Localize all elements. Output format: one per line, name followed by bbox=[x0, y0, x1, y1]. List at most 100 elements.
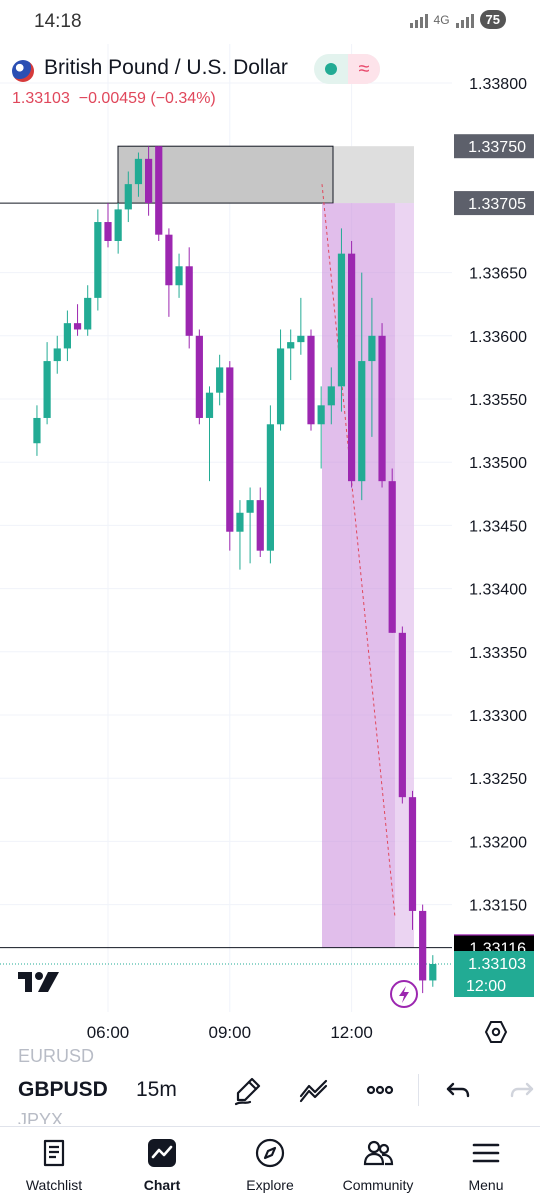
nav-watchlist[interactable]: Watchlist bbox=[0, 1127, 108, 1200]
price-tag-bg bbox=[454, 134, 534, 159]
candle-body bbox=[114, 209, 122, 241]
price-tag-label: 1.33750 bbox=[468, 139, 526, 156]
y-axis-label: 1.33650 bbox=[469, 266, 527, 283]
price-change: −0.00459 bbox=[78, 90, 146, 107]
candle-body bbox=[124, 184, 132, 210]
nav-chart[interactable]: Chart bbox=[108, 1127, 216, 1200]
candle-body bbox=[419, 910, 427, 981]
y-axis-label: 1.33250 bbox=[469, 771, 527, 788]
candle-body bbox=[63, 323, 71, 349]
candle-body bbox=[134, 158, 143, 185]
candle-body bbox=[94, 222, 102, 298]
network-type: 4G bbox=[433, 12, 450, 27]
candle-body bbox=[236, 512, 244, 532]
nav-community[interactable]: Community bbox=[324, 1127, 432, 1200]
nav-explore[interactable]: Explore bbox=[216, 1127, 324, 1200]
price-tag: 1.33705 bbox=[454, 191, 534, 216]
symbol-next[interactable]: JPYX bbox=[18, 1110, 64, 1124]
y-axis-label: 1.33800 bbox=[469, 76, 527, 93]
x-axis-label: 06:00 bbox=[87, 1023, 130, 1042]
indicators-icon[interactable] bbox=[296, 1074, 332, 1106]
hex-outline bbox=[484, 1021, 508, 1043]
candle-body bbox=[348, 253, 356, 482]
drawing-pen-icon[interactable] bbox=[230, 1074, 266, 1106]
y-axis-label: 1.33450 bbox=[469, 518, 527, 535]
hex-center bbox=[491, 1027, 501, 1037]
status-bar: 14:18 4G 75 bbox=[0, 0, 540, 44]
candle-body bbox=[256, 500, 264, 551]
y-axis-label: 1.33600 bbox=[469, 329, 527, 346]
symbol-prev[interactable]: EURUSD bbox=[18, 1046, 95, 1066]
y-axis-label: 1.33500 bbox=[469, 455, 527, 472]
projection-zone bbox=[322, 203, 414, 948]
last-price: 1.33103 bbox=[12, 90, 70, 107]
undo-icon[interactable] bbox=[440, 1074, 476, 1106]
chart-icon bbox=[148, 1139, 176, 1167]
community-icon bbox=[363, 1140, 394, 1166]
price-change-percent: (−0.34%) bbox=[150, 90, 216, 107]
price-tag-label: 1.33103 bbox=[468, 956, 526, 973]
price-chart[interactable]: 1.33800 1.33650 1.33600 1.33550 1.33500 1.334… bbox=[0, 44, 540, 1044]
candle-body bbox=[185, 266, 193, 336]
candle-body bbox=[43, 361, 51, 418]
logo-part bbox=[18, 972, 32, 992]
symbol-selector[interactable]: GBPUSD bbox=[18, 1078, 108, 1101]
price-tag: 1.33750 bbox=[454, 134, 534, 159]
lightning-icon bbox=[390, 980, 418, 1008]
wave-icon: ≈ bbox=[348, 54, 380, 84]
x-axis-label: 12:00 bbox=[330, 1023, 373, 1042]
chart-toolbar: EURUSD GBPUSD JPYX 15m bbox=[0, 1044, 540, 1124]
compass-icon bbox=[255, 1138, 285, 1168]
interval-selector[interactable]: 15m bbox=[136, 1078, 177, 1101]
candle-body bbox=[195, 335, 203, 418]
candle-body bbox=[175, 266, 183, 286]
candle-body bbox=[317, 405, 325, 425]
y-axis-label: 1.33300 bbox=[469, 708, 527, 725]
status-time: 14:18 bbox=[34, 11, 82, 32]
y-axis-label: 1.33200 bbox=[469, 834, 527, 851]
candle-body bbox=[84, 297, 92, 330]
lightning-bolt bbox=[399, 986, 409, 1003]
price-change-line: 1.33103 −0.00459 (−0.34%) bbox=[12, 90, 216, 108]
y-axis-label: 1.33400 bbox=[469, 582, 527, 599]
candle-body bbox=[276, 348, 285, 425]
nav-label: Watchlist bbox=[25, 1177, 83, 1193]
countdown-label: 12:00 bbox=[466, 978, 506, 995]
candle-body bbox=[358, 361, 366, 482]
y-axis-label: 1.33350 bbox=[469, 645, 527, 662]
nav-label: Menu bbox=[468, 1177, 504, 1193]
logo-part bbox=[38, 972, 59, 992]
candle-body bbox=[155, 146, 163, 235]
candle-body bbox=[165, 234, 173, 286]
symbol-title[interactable]: British Pound / U.S. Dollar bbox=[44, 56, 288, 79]
more-options-icon[interactable] bbox=[362, 1074, 398, 1106]
candle-body bbox=[337, 253, 346, 387]
candle-body bbox=[297, 335, 305, 343]
nav-label: Community bbox=[342, 1177, 414, 1193]
symbol-header[interactable]: British Pound / U.S. Dollar ≈ 1.33103 −0… bbox=[0, 48, 440, 118]
market-status-pill[interactable]: ≈ bbox=[314, 54, 380, 84]
candle-body bbox=[53, 348, 61, 362]
candle-body bbox=[246, 500, 254, 513]
battery-icon: 75 bbox=[479, 10, 506, 29]
candle-body bbox=[73, 323, 82, 330]
candle-body bbox=[205, 392, 214, 418]
chart-settings-icon bbox=[484, 1021, 508, 1043]
nav-menu[interactable]: Menu bbox=[432, 1127, 540, 1200]
nav-label: Chart bbox=[143, 1177, 181, 1193]
candle-body bbox=[104, 222, 112, 241]
candle-body bbox=[368, 335, 376, 362]
toolbar-divider bbox=[418, 1074, 419, 1106]
candle-body bbox=[266, 424, 274, 551]
price-tag-bg bbox=[454, 951, 534, 998]
candle-body bbox=[327, 386, 335, 406]
candle-body bbox=[398, 632, 406, 798]
signal-icon-2 bbox=[455, 12, 474, 28]
candle-body bbox=[216, 367, 224, 393]
redo-icon[interactable] bbox=[504, 1074, 540, 1106]
candle-body bbox=[33, 417, 41, 444]
y-axis-label: 1.33150 bbox=[469, 898, 527, 915]
market-open-dot-icon bbox=[325, 63, 337, 75]
tradingview-logo-icon bbox=[18, 972, 59, 992]
nav-label: Explore bbox=[246, 1177, 294, 1193]
